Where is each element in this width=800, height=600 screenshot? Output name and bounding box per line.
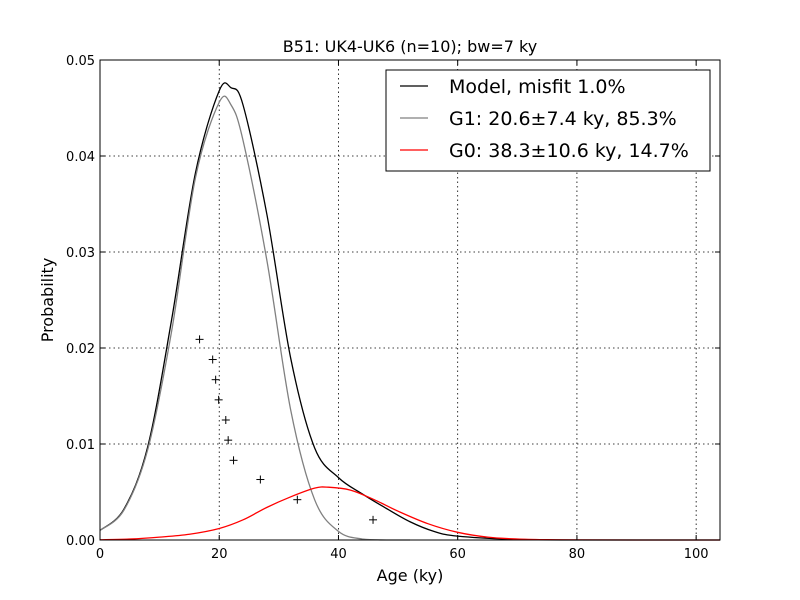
y-tick-label: 0.03 [66, 246, 95, 261]
y-tick-label: 0.01 [66, 438, 95, 453]
data-point-marker [224, 436, 233, 445]
grid-lines [100, 60, 720, 540]
x-tick-label: 20 [211, 547, 228, 562]
legend: Model, misfit 1.0% G1: 20.6±7.4 ky, 85.3… [385, 69, 711, 172]
data-point-marker [195, 335, 204, 344]
legend-label-g1: G1: 20.6±7.4 ky, 85.3% [449, 108, 677, 130]
y-tick-label: 0.02 [66, 342, 95, 357]
y-tick-label: 0.00 [66, 534, 95, 549]
data-point-marker [208, 355, 217, 364]
chart-title: B51: UK4-UK6 (n=10); bw=7 ky [283, 37, 537, 56]
data-point-marker [221, 416, 230, 424]
x-tick-label: 100 [684, 547, 709, 562]
data-point-marker [369, 515, 378, 524]
model-curve [99, 82, 720, 541]
y-tick-label: 0.04 [66, 150, 95, 165]
y-axis-label: Probability [38, 258, 57, 343]
x-tick-label: 60 [449, 547, 466, 562]
data-point-marker [293, 495, 302, 504]
data-points [195, 335, 378, 524]
data-point-marker [214, 395, 223, 404]
g1-curve [99, 95, 410, 541]
x-axis-label: Age (ky) [377, 566, 444, 585]
legend-label-model: Model, misfit 1.0% [449, 76, 626, 98]
x-tick-label: 80 [569, 547, 586, 562]
legend-label-g0: G0: 38.3±10.6 ky, 14.7% [449, 140, 689, 162]
legend-box [385, 69, 711, 172]
data-point-marker [211, 375, 220, 384]
data-point-marker [256, 475, 265, 484]
data-point-marker [229, 456, 238, 465]
plot-frame [99, 59, 721, 541]
y-tick-label: 0.05 [66, 54, 95, 69]
x-tick-label: 0 [96, 547, 104, 562]
axis-ticks: 0 20 40 60 80 100 0.00 0.01 0.02 0.03 0.04 0.05 [66, 54, 720, 562]
x-tick-label: 40 [330, 547, 347, 562]
